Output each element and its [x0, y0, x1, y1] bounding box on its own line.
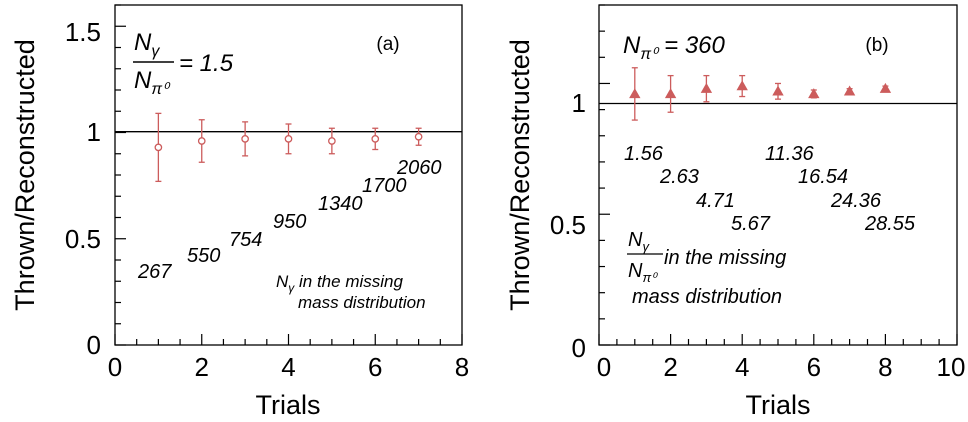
x-tick-label: 8 [878, 352, 892, 382]
caption-a: Nγ in the missing mass distribution [276, 272, 426, 312]
eq-den-sub: π⁰ [151, 81, 171, 98]
data-point [328, 137, 336, 145]
x-tick-label: 4 [281, 352, 295, 382]
eq-num-sub: γ [151, 43, 160, 60]
svg-text:Nπ⁰: Nπ⁰ [628, 260, 658, 285]
ratio-equation: Nγ Nπ⁰ = 1.5 [133, 29, 234, 98]
caption-num: N [628, 229, 643, 251]
x-tick-label: 2 [195, 352, 209, 382]
caption-line2: mass distribution [632, 286, 782, 308]
point-label: 267 [137, 261, 172, 283]
svg-text:Nγ in the missing: Nγ in the missing [276, 272, 403, 295]
x-axis-title: Trials [746, 390, 811, 420]
point-label: 754 [229, 229, 262, 251]
y-tick-label: 0 [572, 333, 586, 363]
x-tick-label: 0 [108, 352, 122, 382]
point-label: 2060 [396, 157, 442, 179]
data-point [241, 135, 249, 143]
chart-panel-b: 0 0.5 1 0 2 4 6 8 10 Trials Thrown/Recon… [505, 4, 966, 420]
data-point [808, 88, 820, 99]
caption-line1: in the missing [664, 247, 786, 269]
y-axis-title: Thrown/Reconstructed [10, 39, 40, 311]
x-tick-label: 6 [807, 352, 821, 382]
x-tick-label: 6 [368, 352, 382, 382]
data-point [371, 135, 380, 143]
axis-ticks-a [114, 4, 463, 346]
y-tick-label: 1 [87, 117, 101, 147]
point-label: 28.55 [864, 213, 916, 235]
caption-den: N [628, 260, 643, 282]
y-tick-label: 0.5 [550, 210, 586, 240]
data-point [197, 137, 206, 145]
caption-sub: γ [288, 281, 295, 295]
data-points-b [629, 67, 892, 121]
caption-line2: mass distribution [298, 293, 426, 312]
svg-text:Nγ: Nγ [134, 29, 160, 60]
data-point [284, 135, 293, 143]
x-axis-title: Trials [256, 390, 321, 420]
y-tick-label: 1 [572, 88, 586, 118]
eq-value: = 1.5 [179, 50, 234, 77]
svg-text:Nγ: Nγ [628, 229, 650, 254]
point-label: 16.54 [798, 166, 848, 188]
count-equation: Nπ⁰ = 360 [623, 32, 726, 63]
caption-num-sub: γ [642, 239, 650, 254]
caption-line1: in the missing [294, 272, 403, 291]
y-axis-title: Thrown/Reconstructed [505, 39, 535, 311]
y-tick-label: 0.5 [65, 224, 101, 254]
y-tick-label: 0 [87, 330, 101, 360]
count-sym: N [623, 32, 641, 59]
data-point [736, 80, 748, 91]
point-label: 5.67 [731, 213, 771, 235]
count-value: = 360 [657, 32, 725, 59]
caption-b: Nγ Nπ⁰ in the missing mass distribution [627, 229, 786, 308]
x-tick-label: 2 [663, 352, 677, 382]
data-point [629, 88, 641, 99]
point-label: 4.71 [696, 190, 735, 212]
x-tick-label: 10 [937, 352, 966, 382]
caption-den-sub: π⁰ [642, 270, 658, 285]
panel-label: (a) [376, 34, 399, 55]
point-label: 950 [273, 211, 306, 233]
panel-label: (b) [865, 35, 888, 56]
x-tick-label: 0 [597, 352, 611, 382]
eq-den: N [134, 67, 152, 94]
count-sub: π⁰ [640, 46, 660, 63]
x-tick-label: 8 [455, 352, 469, 382]
point-label: 2.63 [659, 166, 699, 188]
axis-ticks-b [598, 4, 958, 346]
point-label: 550 [187, 245, 220, 267]
y-tick-label: 1.5 [65, 17, 101, 47]
point-label: 24.36 [830, 190, 882, 212]
point-label: 1700 [362, 175, 407, 197]
point-label: 11.36 [765, 143, 814, 165]
point-label: 1340 [318, 193, 363, 215]
chart-panel-a: 0 0.5 1 1.5 0 2 4 6 8 Trials Thrown/Reco… [10, 4, 469, 420]
data-points-a [154, 112, 423, 183]
data-point [414, 132, 423, 141]
data-point [664, 88, 677, 99]
data-point [154, 143, 163, 152]
svg-text:Nπ⁰: Nπ⁰ [134, 67, 171, 98]
x-tick-label: 4 [735, 352, 749, 382]
caption-sym: N [276, 272, 289, 291]
eq-num: N [134, 29, 152, 56]
data-point [879, 82, 892, 93]
data-point [772, 85, 784, 96]
data-point [700, 82, 713, 93]
data-point [843, 85, 856, 96]
point-label: 1.56 [624, 143, 664, 165]
